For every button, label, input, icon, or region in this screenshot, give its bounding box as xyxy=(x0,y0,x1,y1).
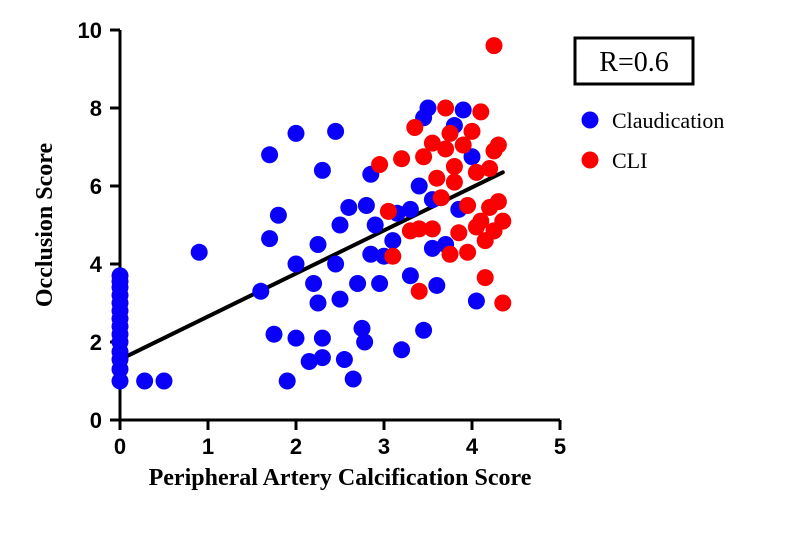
data-point xyxy=(367,217,384,234)
data-point xyxy=(446,174,463,191)
data-point xyxy=(420,100,437,117)
data-point xyxy=(252,283,269,300)
data-point xyxy=(468,293,485,310)
legend-label: CLI xyxy=(612,148,647,173)
x-tick-label: 3 xyxy=(378,434,390,459)
data-point xyxy=(437,100,454,117)
legend-marker xyxy=(582,112,599,129)
y-tick-label: 6 xyxy=(90,174,102,199)
data-point xyxy=(494,295,511,312)
data-point xyxy=(446,158,463,175)
data-point xyxy=(402,267,419,284)
data-point xyxy=(459,244,476,261)
data-point xyxy=(288,256,305,273)
legend-label: Claudication xyxy=(612,108,724,133)
data-point xyxy=(345,371,362,388)
data-point xyxy=(428,277,445,294)
data-point xyxy=(261,146,278,163)
data-point xyxy=(406,119,423,136)
data-point xyxy=(327,123,344,140)
data-point xyxy=(261,230,278,247)
data-point xyxy=(358,197,375,214)
y-tick-label: 8 xyxy=(90,96,102,121)
data-point xyxy=(477,269,494,286)
data-point xyxy=(314,349,331,366)
data-point xyxy=(336,351,353,368)
data-point xyxy=(191,244,208,261)
data-point xyxy=(472,103,489,120)
x-axis-label: Peripheral Artery Calcification Score xyxy=(149,465,532,491)
data-point xyxy=(481,160,498,177)
legend-marker xyxy=(582,152,599,169)
data-point xyxy=(279,373,296,390)
y-tick-label: 0 xyxy=(90,408,102,433)
data-point xyxy=(433,189,450,206)
x-tick-label: 2 xyxy=(290,434,302,459)
data-point xyxy=(314,162,331,179)
data-point xyxy=(459,197,476,214)
data-point xyxy=(371,275,388,292)
data-point xyxy=(490,193,507,210)
data-point xyxy=(340,199,357,216)
data-point xyxy=(442,246,459,263)
data-point xyxy=(442,125,459,142)
data-point xyxy=(411,178,428,195)
data-point xyxy=(486,37,503,54)
data-point xyxy=(112,267,129,284)
chart-svg: 0 1 2 3 4 5 0 2 4 6 8 10 Peripheral Artery Calcifica… xyxy=(0,0,800,536)
data-point xyxy=(411,283,428,300)
data-point xyxy=(327,256,344,273)
data-point xyxy=(384,232,401,249)
r-value: R=0.6 xyxy=(599,47,668,78)
data-point xyxy=(371,156,388,173)
x-tick-label: 0 xyxy=(114,434,126,459)
data-point xyxy=(393,150,410,167)
y-tick-label: 4 xyxy=(90,252,103,277)
data-point xyxy=(402,201,419,218)
y-tick-label: 2 xyxy=(90,330,102,355)
data-point xyxy=(288,125,305,142)
scatter-chart: 0 1 2 3 4 5 0 2 4 6 8 10 Peripheral Artery Calcifica… xyxy=(0,0,800,536)
data-point xyxy=(428,170,445,187)
data-point xyxy=(288,330,305,347)
data-point xyxy=(136,373,153,390)
data-point xyxy=(349,275,366,292)
data-point xyxy=(393,341,410,358)
data-point xyxy=(314,330,331,347)
data-point xyxy=(266,326,283,343)
x-tick-label: 4 xyxy=(466,434,479,459)
y-axis-label: Occlusion Score xyxy=(32,143,58,308)
data-point xyxy=(310,236,327,253)
data-point xyxy=(455,101,472,118)
data-point xyxy=(332,291,349,308)
data-point xyxy=(415,322,432,339)
data-point xyxy=(424,220,441,237)
data-point xyxy=(310,295,327,312)
data-point xyxy=(450,224,467,241)
data-point xyxy=(156,373,173,390)
x-tick-label: 1 xyxy=(202,434,214,459)
data-point xyxy=(490,137,507,154)
data-point xyxy=(270,207,287,224)
data-point xyxy=(332,217,349,234)
data-point xyxy=(464,123,481,140)
data-point xyxy=(437,140,454,157)
data-point xyxy=(494,213,511,230)
y-tick-label: 10 xyxy=(78,18,102,43)
data-point xyxy=(305,275,322,292)
data-point xyxy=(384,248,401,265)
x-tick-label: 5 xyxy=(554,434,566,459)
data-point xyxy=(356,334,373,351)
data-point xyxy=(380,203,397,220)
